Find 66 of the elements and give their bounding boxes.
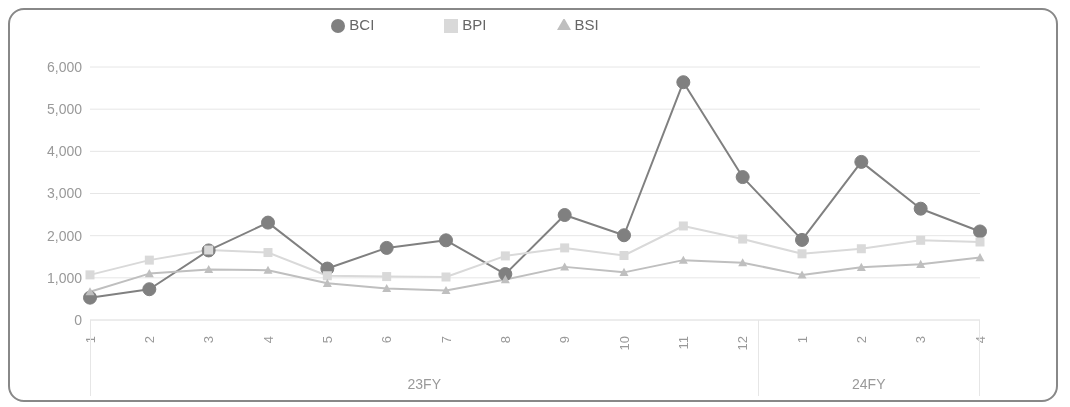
point: [441, 285, 451, 295]
point: [856, 244, 866, 254]
point: [617, 228, 631, 243]
point: [916, 235, 926, 245]
point: [144, 269, 154, 278]
y-tick-label: 0: [74, 311, 83, 328]
text: 23FY: [406, 376, 442, 392]
point: [795, 232, 809, 247]
point: [500, 251, 510, 261]
point: [913, 201, 928, 216]
point: [261, 215, 275, 230]
legend-label: BCI: [349, 16, 375, 33]
point: [322, 271, 332, 281]
point: [973, 224, 987, 239]
point: [916, 259, 926, 268]
point: [738, 258, 748, 267]
point: [975, 237, 985, 247]
point: [263, 265, 273, 274]
point: [263, 248, 273, 258]
point: [560, 243, 570, 253]
legend-label: BPI: [462, 16, 487, 33]
point: [619, 250, 629, 260]
point: [735, 170, 750, 185]
point: [439, 233, 453, 248]
x-tick-label: 1: [794, 336, 810, 344]
x-tick-label: 4: [260, 336, 276, 344]
x-tick-label: 3: [913, 336, 929, 344]
point: [676, 75, 691, 90]
x-tick-label: 7: [438, 336, 454, 344]
y-tick-label: 2,000: [46, 227, 83, 244]
y-tick-label: 4,000: [46, 143, 83, 160]
point: [797, 249, 807, 259]
y-tick-label: 5,000: [46, 101, 83, 118]
x-tick-label: 10: [616, 336, 632, 351]
point: [142, 282, 157, 297]
x-tick-label: 12: [735, 336, 751, 351]
point: [85, 270, 95, 280]
point: [738, 234, 748, 244]
point: [975, 253, 985, 262]
y-tick-label: 3,000: [46, 185, 83, 202]
point: [619, 267, 629, 276]
x-tick-label: 5: [319, 336, 335, 344]
point: [322, 278, 332, 287]
x-tick-label: 11: [675, 336, 691, 350]
point: [557, 208, 572, 223]
x-tick-label: 6: [379, 336, 395, 344]
point: [379, 240, 394, 255]
point: [204, 264, 214, 274]
point: [678, 221, 688, 231]
y-tick-label: 6,000: [46, 59, 83, 75]
legend-label: BSI: [574, 16, 599, 33]
x-tick-label: 3: [201, 336, 217, 344]
x-tick-label: 2: [141, 336, 157, 344]
point: [856, 262, 866, 271]
x-tick-label: 8: [497, 336, 513, 344]
point: [678, 255, 688, 264]
x-tick-label: 9: [557, 336, 573, 344]
point: [500, 275, 510, 284]
point: [854, 154, 869, 169]
point: [441, 272, 451, 282]
point: [382, 283, 392, 292]
point: [144, 255, 154, 265]
x-tick-label: 2: [853, 336, 869, 344]
point: [382, 272, 392, 282]
y-tick-label: 1,000: [46, 269, 83, 286]
text: 24FY: [851, 376, 887, 392]
